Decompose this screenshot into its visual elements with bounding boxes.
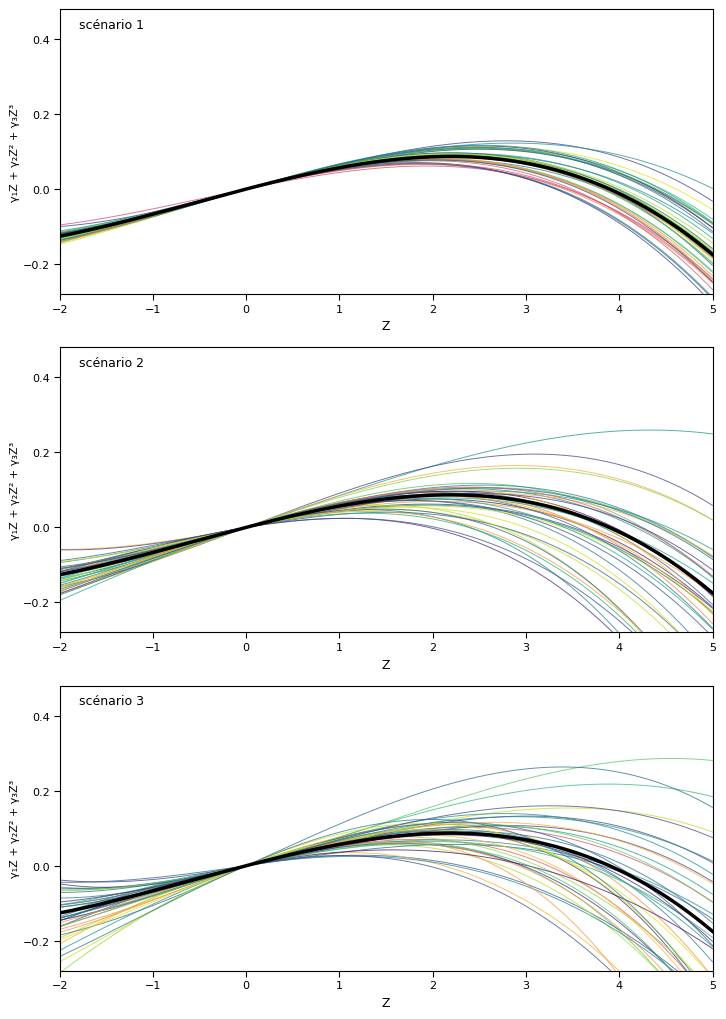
X-axis label: Z: Z [382,996,391,1009]
X-axis label: Z: Z [382,320,391,333]
X-axis label: Z: Z [382,658,391,671]
Text: scénario 2: scénario 2 [79,357,144,370]
Text: scénario 3: scénario 3 [79,695,144,707]
Text: scénario 1: scénario 1 [79,18,144,32]
Y-axis label: γ₁Z + γ₂Z² + γ₃Z³: γ₁Z + γ₂Z² + γ₃Z³ [10,780,20,877]
Y-axis label: γ₁Z + γ₂Z² + γ₃Z³: γ₁Z + γ₂Z² + γ₃Z³ [10,441,20,539]
Y-axis label: γ₁Z + γ₂Z² + γ₃Z³: γ₁Z + γ₂Z² + γ₃Z³ [10,103,20,202]
